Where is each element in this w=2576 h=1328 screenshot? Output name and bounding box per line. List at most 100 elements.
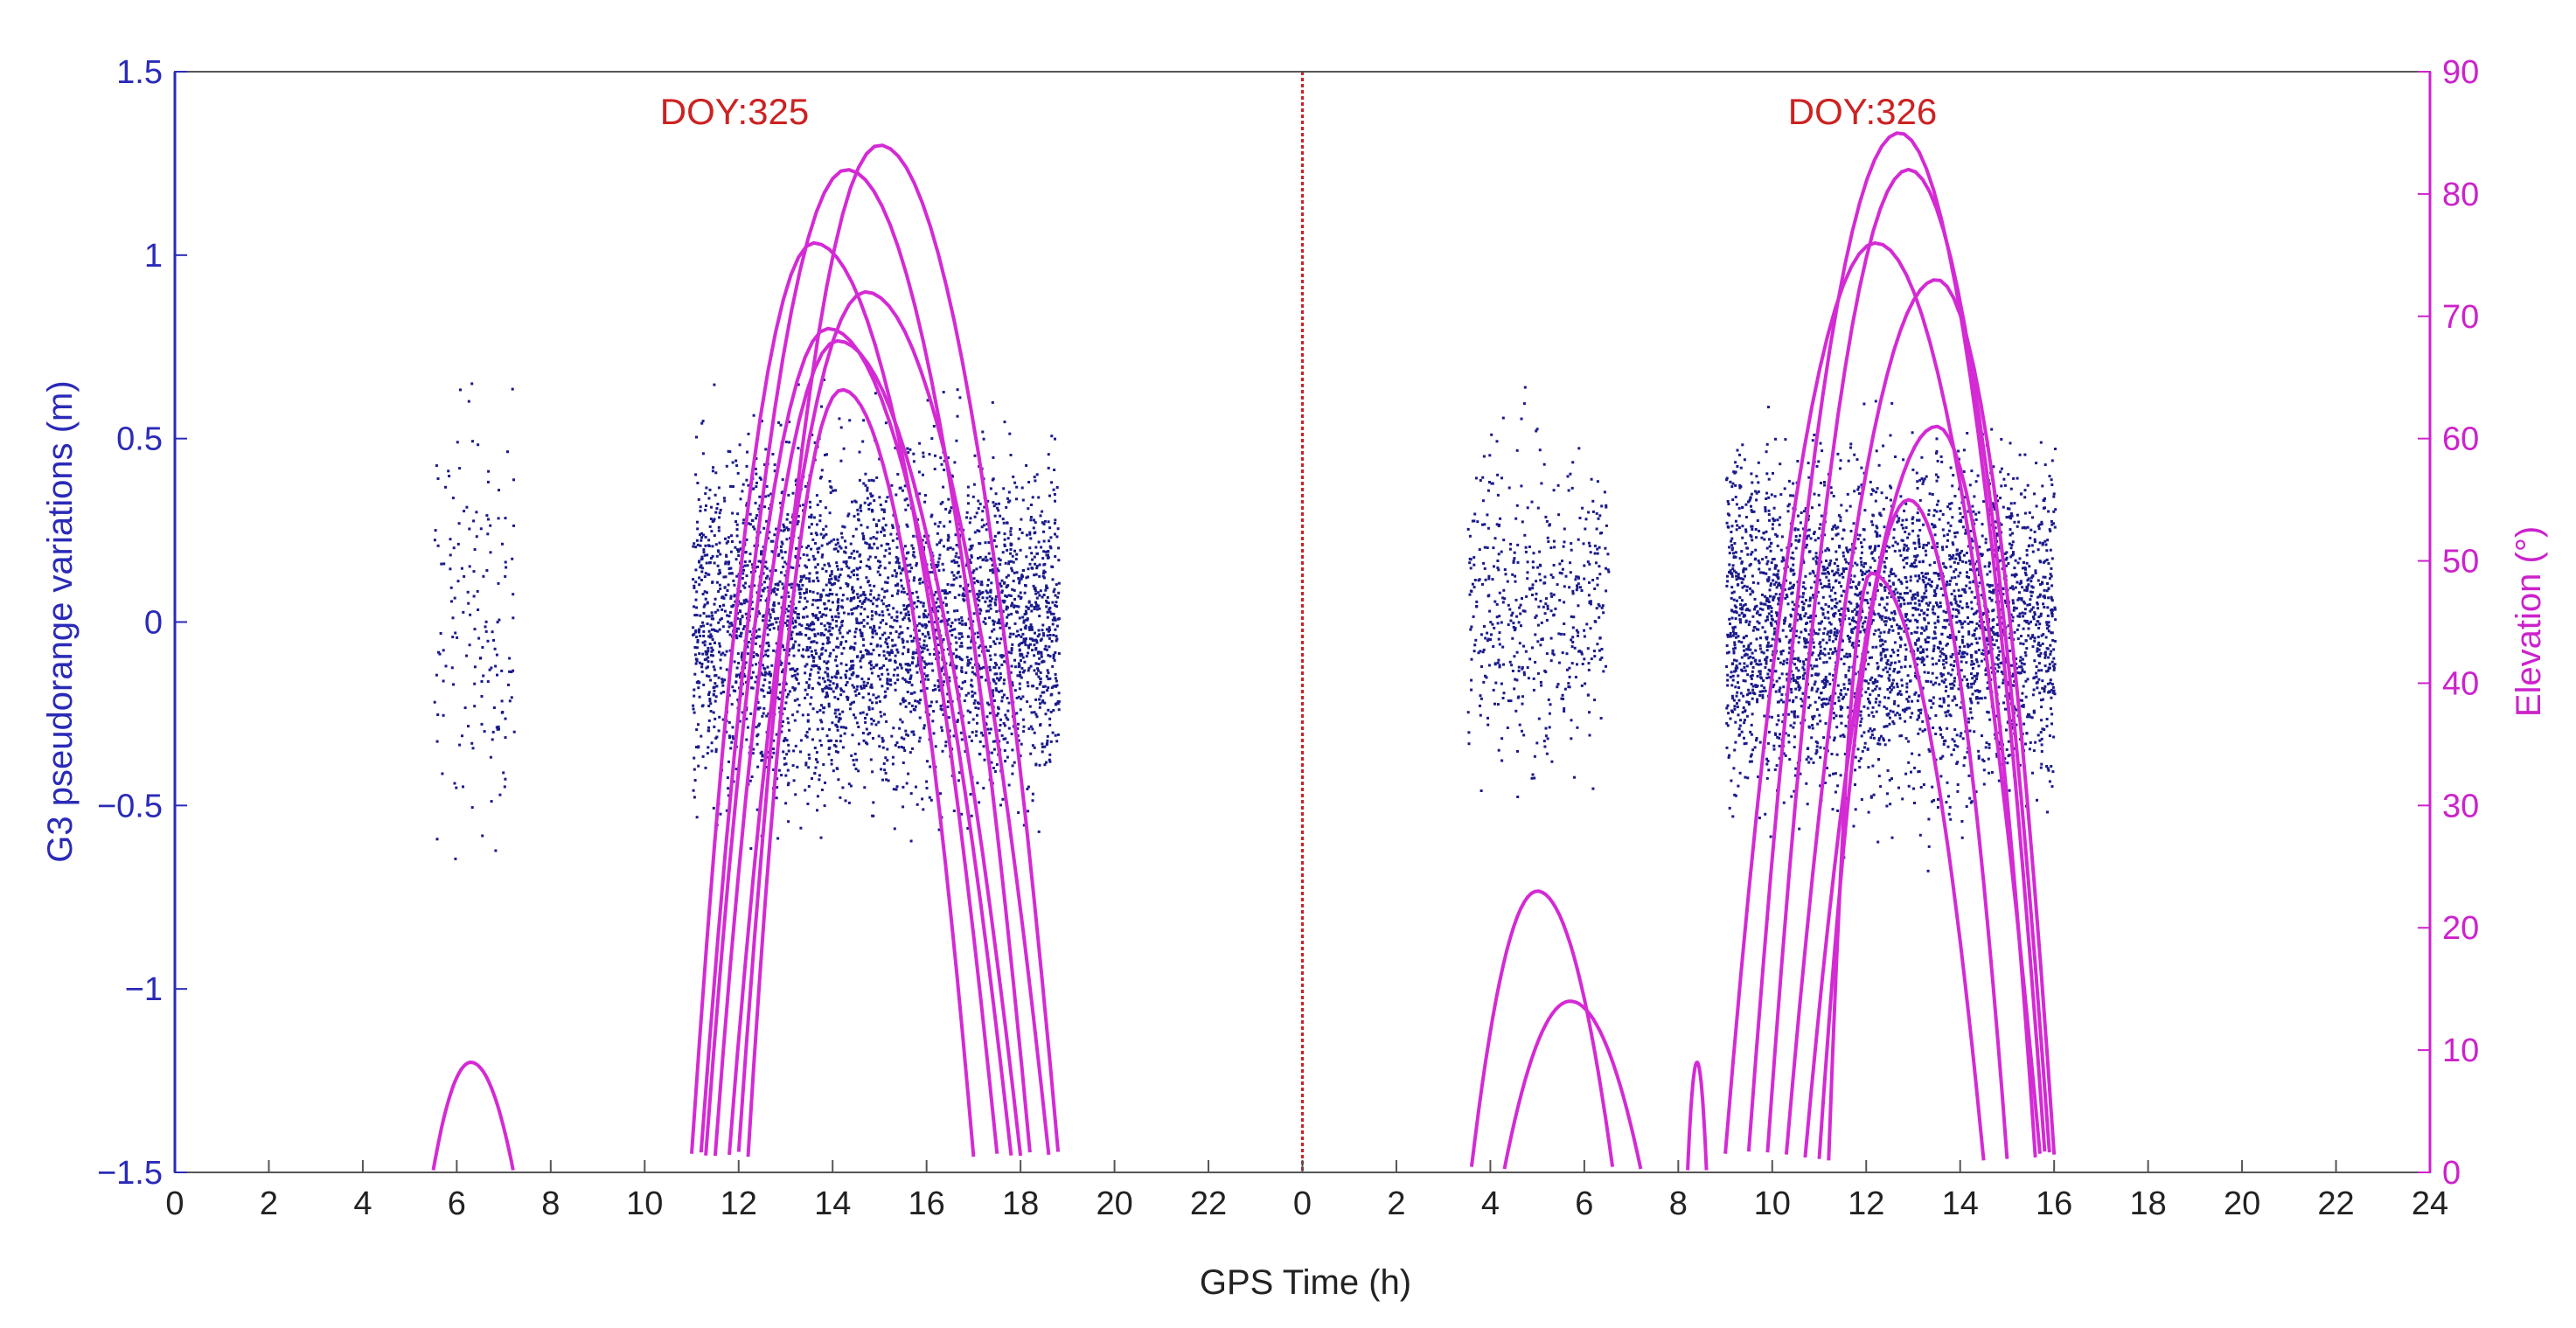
scatter-point — [986, 499, 990, 503]
scatter-point — [834, 658, 838, 662]
scatter-point — [887, 682, 890, 685]
scatter-point — [873, 596, 875, 600]
scatter-point — [792, 626, 796, 629]
scatter-point — [1033, 574, 1036, 577]
scatter-point — [692, 626, 695, 629]
scatter-point — [1867, 697, 1869, 700]
scatter-point — [1050, 435, 1054, 438]
scatter-point — [1907, 740, 1911, 743]
scatter-point — [964, 750, 967, 753]
scatter-point — [818, 546, 821, 550]
scatter-point — [1031, 744, 1034, 747]
scatter-point — [1013, 622, 1017, 625]
scatter-point — [1904, 720, 1907, 723]
scatter-point — [1731, 697, 1735, 700]
scatter-point — [828, 564, 832, 567]
scatter-point — [736, 512, 740, 516]
scatter-point — [1028, 531, 1032, 534]
scatter-point — [1967, 616, 1969, 619]
scatter-point — [837, 604, 840, 608]
scatter-point — [912, 733, 916, 736]
scatter-point — [781, 542, 784, 546]
scatter-point — [1531, 560, 1535, 564]
scatter-point — [832, 538, 836, 541]
scatter-point — [1028, 532, 1032, 536]
scatter-point — [1583, 564, 1586, 567]
scatter-point — [1951, 516, 1954, 519]
scatter-point — [770, 755, 774, 759]
scatter-point — [805, 546, 809, 549]
scatter-point — [828, 641, 832, 644]
scatter-point — [699, 634, 702, 637]
scatter-point — [762, 712, 765, 715]
scatter-point — [853, 763, 856, 767]
scatter-point — [839, 676, 843, 679]
scatter-point — [2022, 627, 2025, 630]
scatter-point — [941, 562, 944, 566]
scatter-point — [1877, 704, 1881, 707]
scatter-point — [1726, 684, 1730, 687]
scatter-point — [1964, 528, 1967, 532]
scatter-point — [755, 726, 758, 729]
scatter-point — [862, 538, 866, 541]
scatter-point — [836, 670, 839, 673]
scatter-point — [1899, 637, 1903, 641]
scatter-point — [936, 543, 939, 546]
scatter-point — [1578, 517, 1582, 519]
scatter-point — [816, 727, 819, 731]
scatter-point — [871, 628, 874, 631]
scatter-point — [1039, 589, 1042, 593]
scatter-point — [796, 615, 799, 619]
scatter-point — [1891, 720, 1895, 723]
scatter-point — [1916, 553, 1919, 557]
scatter-point — [1500, 621, 1503, 624]
scatter-point — [1596, 480, 1599, 483]
scatter-point — [1013, 571, 1016, 574]
scatter-point — [1598, 514, 1602, 518]
scatter-point — [1482, 455, 1486, 458]
scatter-point — [1536, 506, 1540, 510]
scatter-point — [888, 552, 891, 555]
scatter-point — [1576, 586, 1579, 589]
scatter-point — [946, 622, 950, 626]
scatter-point — [1038, 657, 1041, 660]
scatter-point — [1019, 591, 1022, 594]
scatter-point — [722, 497, 726, 500]
scatter-point — [753, 544, 756, 547]
scatter-point — [1543, 745, 1547, 748]
scatter-point — [706, 591, 708, 594]
scatter-point — [1522, 644, 1525, 648]
scatter-point — [1031, 558, 1034, 561]
scatter-point — [1051, 731, 1055, 734]
scatter-point — [1041, 660, 1044, 664]
scatter-point — [943, 545, 945, 548]
scatter-point — [1497, 553, 1500, 556]
scatter-point — [722, 575, 726, 579]
scatter-point — [2020, 665, 2023, 669]
scatter-point — [728, 649, 732, 652]
scatter-point — [772, 768, 776, 771]
scatter-point — [885, 657, 888, 660]
scatter-point — [789, 521, 792, 525]
scatter-point — [752, 525, 755, 529]
scatter-point — [828, 578, 831, 581]
scatter-point — [1585, 622, 1589, 626]
scatter-point — [507, 683, 510, 686]
scatter-point — [1051, 601, 1055, 604]
scatter-point — [1473, 512, 1477, 516]
scatter-point — [874, 612, 878, 615]
scatter-point — [815, 599, 818, 602]
scatter-point — [1755, 737, 1758, 740]
scatter-point — [918, 492, 922, 496]
scatter-point — [1532, 688, 1535, 692]
scatter-point — [930, 662, 934, 665]
scatter-point — [993, 672, 997, 676]
scatter-point — [1479, 694, 1482, 698]
scatter-point — [486, 480, 490, 483]
scatter-point — [1907, 761, 1911, 764]
scatter-point — [1049, 693, 1053, 697]
scatter-point — [785, 695, 789, 699]
scatter-point — [1990, 771, 1994, 774]
scatter-point — [989, 645, 992, 648]
scatter-point — [846, 681, 849, 684]
